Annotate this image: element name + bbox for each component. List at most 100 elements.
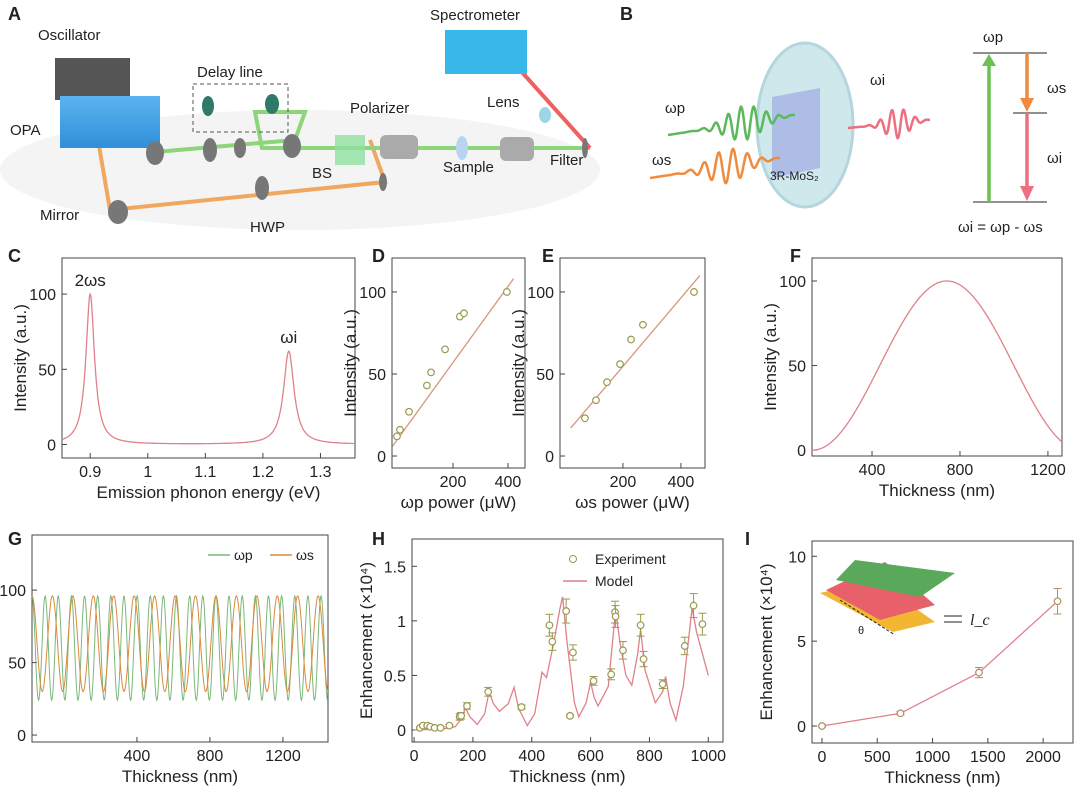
setup-diagram: Oscillator OPA Delay line Polarizer Spec… [0,7,600,236]
layer-middle [826,562,935,620]
label-oscillator: Oscillator [38,27,101,44]
plot-frame [811,540,1074,744]
fit-line [570,275,701,429]
panel-label-c: C [8,246,21,266]
energy-equation: ωi = ωp - ωs [958,219,1043,236]
label-polarizer: Polarizer [350,100,409,117]
x-tick-label: 0 [818,749,827,766]
data-point [393,432,401,441]
label-spectrometer: Spectrometer [430,7,520,24]
opa-box [60,96,160,148]
signal-wave [649,147,780,185]
y-axis-label: Enhancement (×10⁴) [757,563,776,720]
data-point [457,711,466,720]
data-point [607,670,616,679]
label-material: 3R-MoS₂ [770,169,819,183]
data-point [636,621,645,630]
data-point [460,309,468,318]
y-tick-label: 100 [779,274,806,291]
panel-label-h: H [372,529,385,549]
layer-top [836,560,955,597]
data-point [484,687,493,696]
data-point [689,601,698,610]
data-point [639,320,647,329]
y-tick-label: 0 [377,449,386,466]
chart-i: 0 500 1000 1500 2000 0 5 10 Thickness (nm) Enhanc… [757,540,1074,787]
peak-annotation: ωi [280,328,297,347]
x-tick-label: 1200 [1030,462,1066,479]
x-tick-label: 500 [864,749,891,766]
x-tick-label: 600 [577,748,604,765]
data-point [896,709,905,718]
data-point [545,621,554,630]
y-tick-label: 50 [368,367,386,384]
chart-f: 400 800 1200 0 50 100 Thickness (nm) Intensity … [761,257,1066,500]
idler-wave [848,108,930,140]
x-tick-label: 1 [143,464,152,481]
x-tick-label: 1000 [915,749,951,766]
data-point [396,425,404,434]
process-diagram: ωp ωs ωi 3R-MoS₂ ωp ωs ωi ωi = ωp - ωs [649,29,1066,236]
data-point [569,648,577,657]
pump-wave [667,104,795,142]
y-axis-label: Enhancement (×10⁴) [357,562,376,719]
y-axis-label: Intensity (a.u.) [341,309,360,417]
data-point [463,702,471,710]
orange-beam [96,139,388,213]
panel-label-b: B [620,4,633,24]
x-axis-label: ωs power (μW) [575,493,690,512]
y-tick-label: 50 [38,362,56,379]
y-tick-label: 100 [0,583,26,600]
data-point [441,345,449,354]
y-axis-label: Intensity (a.u.) [761,303,780,411]
panel-label-d: D [372,246,385,266]
data-point [818,722,826,730]
legend-label: ωp [234,547,253,563]
lens-glyph [539,107,551,123]
y-tick-label: 1 [397,614,406,631]
x-tick-label: 200 [610,474,637,491]
x-tick-label: 1.1 [194,464,216,481]
level-label-signal: ωs [1047,80,1066,97]
idler-arrowhead [1020,186,1034,201]
data-point [562,607,571,615]
data-point [436,723,445,732]
x-tick-label: 1200 [265,748,301,765]
data-point [975,668,983,677]
y-tick-label: 0 [797,443,806,460]
y-tick-label: 1.5 [384,559,406,576]
level-label-idler: ωi [1047,150,1062,167]
y-tick-label: 50 [8,656,26,673]
y-tick-label: 0 [17,728,26,745]
label-bs: BS [312,165,332,182]
data-point [405,407,413,416]
legend-label: ωs [296,547,314,563]
y-tick-label: 0 [397,723,406,740]
beam-splitter [335,135,365,165]
label-lens: Lens [487,94,520,111]
plot-frame [61,257,356,459]
data-point [603,378,611,387]
level-label-pump: ωp [983,29,1003,46]
panel-label-e: E [542,246,554,266]
signal-arrowhead [1020,98,1034,112]
label-pump: ωp [665,100,685,117]
data-point [566,711,574,720]
x-axis-label: Thickness (nm) [509,767,625,786]
y-tick-label: 0 [47,437,56,454]
data-point [619,646,627,655]
x-tick-label: 200 [440,474,467,491]
x-tick-label: 0.9 [79,464,101,481]
data-point [611,612,620,621]
y-tick-label: 0 [797,719,806,736]
plot-frame [811,257,1063,457]
data-point [658,680,667,689]
theta-label: θ [858,625,864,637]
optics [108,94,588,224]
y-tick-label: 50 [788,359,806,376]
label-filter: Filter [550,152,583,169]
x-tick-label: 200 [460,748,487,765]
x-tick-label: 400 [859,462,886,479]
